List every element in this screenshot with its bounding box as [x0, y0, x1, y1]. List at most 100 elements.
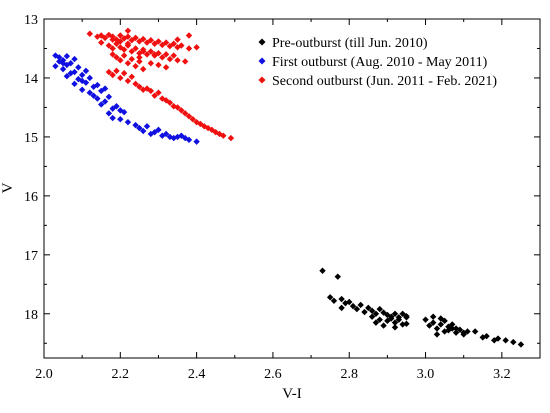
data-point: [140, 127, 147, 135]
data-point: [128, 73, 135, 80]
legend-label: Second outburst (Jun. 2011 - Feb. 2021): [272, 74, 497, 89]
data-point: [162, 64, 170, 71]
data-point: [376, 305, 383, 313]
data-point: [101, 85, 109, 92]
data-point: [109, 105, 116, 112]
data-point: [82, 79, 90, 86]
x-axis-label: V-I: [282, 386, 301, 402]
data-points: [52, 27, 525, 348]
data-point: [56, 58, 63, 65]
data-point: [159, 54, 166, 61]
data-point: [82, 67, 90, 75]
data-point: [140, 48, 147, 55]
legend: Pre-outburst (till Jun. 2010) First outbu…: [258, 36, 497, 89]
data-point: [147, 87, 155, 95]
data-point: [86, 30, 93, 37]
data-point: [120, 52, 128, 59]
data-point: [338, 295, 345, 303]
data-point: [56, 54, 63, 61]
data-point: [452, 325, 460, 332]
y-tick-label: 13: [24, 13, 38, 28]
data-point: [140, 65, 147, 73]
data-point: [403, 314, 410, 321]
y-tick-label: 16: [24, 190, 38, 205]
data-point: [136, 124, 143, 132]
data-point: [109, 71, 116, 79]
series-3-points: [86, 27, 235, 142]
x-tick-label: 2.8: [340, 367, 358, 382]
series-1-points: [319, 267, 525, 348]
data-point: [193, 138, 200, 145]
data-point: [124, 33, 132, 40]
data-point: [109, 45, 116, 52]
data-point: [334, 273, 341, 280]
data-point: [151, 51, 158, 58]
data-point: [63, 61, 71, 69]
data-point: [117, 44, 124, 51]
data-point: [162, 130, 170, 138]
data-point: [117, 74, 124, 82]
plot-area-frame: [43, 18, 541, 359]
data-point: [170, 40, 177, 47]
data-point: [185, 113, 193, 120]
data-point: [502, 337, 509, 344]
data-point: [452, 329, 460, 336]
data-point: [494, 335, 502, 342]
data-point: [433, 325, 441, 332]
data-point: [120, 46, 128, 53]
data-point: [124, 60, 132, 67]
data-point: [136, 38, 143, 45]
data-point: [174, 57, 181, 64]
data-point: [67, 70, 74, 77]
data-point: [155, 61, 162, 69]
data-point: [185, 32, 193, 39]
data-point: [117, 107, 124, 114]
data-point: [117, 38, 124, 45]
axis-ticks: [43, 18, 540, 358]
data-point: [101, 34, 109, 42]
data-point: [185, 136, 193, 144]
data-point: [395, 316, 403, 323]
data-point: [433, 331, 441, 338]
data-point: [101, 98, 109, 105]
data-point: [170, 52, 177, 59]
data-point: [109, 51, 116, 58]
x-tick-label: 2.2: [112, 367, 130, 382]
data-point: [216, 130, 223, 138]
legend-marker: [258, 57, 266, 65]
data-point: [136, 58, 143, 65]
data-point: [365, 304, 372, 312]
data-point: [109, 114, 116, 122]
y-tick-label: 17: [24, 249, 38, 264]
data-point: [483, 332, 490, 340]
data-point: [59, 60, 67, 67]
data-point: [132, 34, 139, 42]
legend-marker: [258, 38, 266, 46]
data-point: [124, 27, 132, 34]
data-point: [143, 51, 151, 58]
data-point: [376, 316, 383, 323]
data-point: [429, 313, 437, 320]
data-point: [109, 36, 116, 43]
data-point: [174, 104, 181, 111]
y-tick-label: 15: [24, 131, 38, 146]
data-point: [75, 75, 82, 83]
data-point: [166, 99, 174, 106]
data-point: [166, 55, 174, 63]
data-point: [338, 304, 345, 312]
data-point: [124, 77, 132, 85]
data-point: [98, 32, 105, 39]
data-point: [460, 329, 467, 336]
data-point: [71, 55, 78, 63]
data-point: [372, 310, 380, 317]
data-point: [193, 118, 200, 126]
data-point: [120, 108, 128, 116]
data-point: [162, 39, 170, 46]
data-point: [78, 71, 86, 79]
data-point: [391, 310, 399, 317]
data-point: [105, 68, 113, 76]
x-tick-label: 2.6: [264, 367, 282, 382]
y-tick-label: 18: [24, 308, 38, 323]
